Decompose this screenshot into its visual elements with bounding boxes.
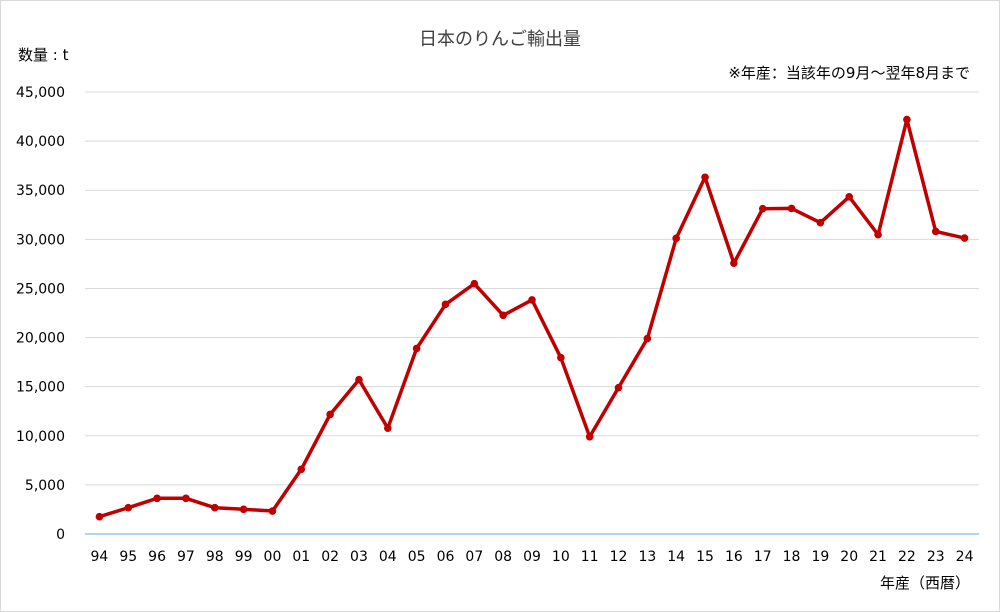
- x-tick-label: 06: [437, 549, 455, 565]
- data-point-marker: [614, 383, 623, 392]
- x-tick-label: 03: [350, 549, 368, 565]
- y-tick-label: 45,000: [16, 85, 65, 101]
- data-point-marker: [557, 353, 565, 362]
- data-point-marker: [210, 503, 219, 512]
- series-line: [98, 117, 965, 519]
- x-tick-label: 12: [610, 549, 628, 565]
- y-tick-label: 10,000: [16, 429, 65, 445]
- data-point-marker: [903, 115, 911, 124]
- data-point-marker: [931, 227, 940, 236]
- data-point-marker: [528, 296, 536, 304]
- x-axis-ticks: 94 95 96 97 98 99 00 01 02 03 04 05 06 07 08 09 10 11 12 13…: [91, 549, 974, 565]
- x-tick-label: 94: [91, 549, 109, 565]
- y-tick-label: 15,000: [16, 380, 65, 396]
- data-point-marker: [412, 344, 421, 353]
- data-series: [95, 115, 969, 521]
- x-tick-label: 05: [408, 549, 426, 565]
- data-point-marker: [960, 234, 969, 242]
- x-tick-label: 08: [494, 549, 512, 565]
- x-tick-label: 09: [523, 549, 541, 565]
- x-tick-label: 20: [840, 549, 858, 565]
- x-tick-label: 07: [465, 549, 483, 565]
- data-point-marker: [470, 279, 479, 288]
- y-tick-label: 30,000: [16, 232, 65, 248]
- x-tick-label: 01: [292, 549, 310, 565]
- x-tick-label: 16: [725, 549, 743, 565]
- x-tick-label: 10: [552, 549, 570, 565]
- data-point-marker: [787, 204, 796, 213]
- data-point-marker: [297, 465, 306, 474]
- data-point-marker: [643, 334, 652, 343]
- y-axis-ticks: 0 5,000 10,000 15,000 20,000 25,000 30,000 35,0…: [16, 85, 65, 543]
- chart-title: 日本のりんご輸出量: [419, 29, 581, 50]
- data-point-marker: [730, 259, 738, 268]
- data-point-marker: [701, 173, 709, 182]
- data-point-marker: [182, 494, 190, 503]
- x-tick-label: 97: [177, 549, 195, 565]
- x-tick-label: 00: [264, 549, 282, 565]
- gridlines: [85, 91, 979, 535]
- y-tick-label: 5,000: [25, 478, 65, 494]
- y-axis-label: 数量 : t: [18, 46, 69, 64]
- x-tick-label: 23: [927, 549, 945, 565]
- x-tick-label: 13: [638, 549, 656, 565]
- x-tick-label: 18: [783, 549, 801, 565]
- x-tick-label: 98: [206, 549, 224, 565]
- data-point-marker: [95, 512, 104, 521]
- y-tick-label: 25,000: [16, 281, 65, 297]
- data-point-marker: [758, 204, 767, 213]
- x-tick-label: 04: [379, 549, 397, 565]
- data-point-marker: [326, 410, 334, 419]
- x-tick-label: 95: [119, 549, 137, 565]
- x-tick-label: 24: [956, 549, 974, 565]
- y-tick-label: 0: [56, 527, 65, 543]
- data-point-marker: [355, 375, 363, 384]
- data-point-marker: [816, 218, 825, 227]
- data-point-marker: [268, 507, 277, 515]
- data-point-marker: [384, 424, 392, 433]
- y-tick-label: 35,000: [16, 183, 65, 199]
- x-tick-label: 14: [667, 549, 685, 565]
- x-tick-label: 22: [898, 549, 916, 565]
- x-tick-label: 96: [148, 549, 166, 565]
- data-point-marker: [124, 503, 133, 512]
- x-tick-label: 15: [696, 549, 714, 565]
- x-tick-label: 11: [581, 549, 599, 565]
- x-tick-label: 17: [754, 549, 772, 565]
- data-point-marker: [499, 311, 507, 320]
- x-tick-label: 02: [321, 549, 339, 565]
- data-point-marker: [672, 234, 680, 243]
- x-axis-label: 年産（西暦）: [879, 574, 970, 592]
- chart-note: ※年産：当該年の9月～翌年8月まで: [728, 64, 970, 82]
- data-point-marker: [585, 432, 594, 441]
- x-tick-label: 99: [235, 549, 253, 565]
- y-tick-label: 40,000: [16, 134, 65, 150]
- data-point-marker: [845, 193, 854, 201]
- x-tick-label: 19: [811, 549, 829, 565]
- x-tick-label: 21: [869, 549, 887, 565]
- data-point-marker: [239, 505, 248, 514]
- data-point-marker: [441, 300, 450, 309]
- y-tick-label: 20,000: [16, 331, 65, 347]
- data-point-marker: [874, 230, 882, 239]
- data-point-marker: [153, 494, 161, 503]
